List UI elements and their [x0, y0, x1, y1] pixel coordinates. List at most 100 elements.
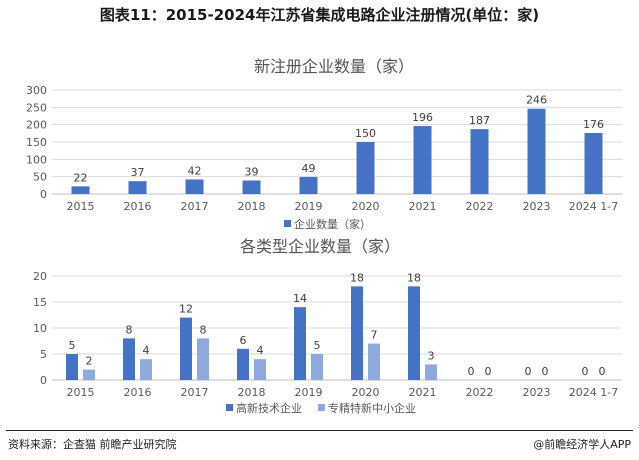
x-tick-label: 2019	[295, 200, 323, 213]
legend-swatch	[226, 404, 233, 411]
data-label: 18	[350, 271, 364, 284]
y-tick-label: 150	[26, 136, 47, 149]
legend-label: 专精特新中小企业	[328, 401, 416, 415]
bar	[470, 129, 489, 194]
bar	[584, 132, 603, 194]
data-label: 3	[428, 349, 435, 362]
x-tick-label: 2021	[409, 386, 437, 399]
data-label: 12	[179, 303, 193, 316]
data-label: 187	[469, 114, 490, 127]
bar	[425, 364, 437, 380]
data-label: 5	[314, 339, 321, 352]
bar	[123, 338, 135, 380]
x-tick-label: 2018	[238, 386, 266, 399]
y-tick-label: 10	[33, 322, 47, 335]
bar	[413, 126, 432, 194]
data-label: 39	[245, 165, 259, 178]
bar	[180, 317, 192, 380]
y-tick-label: 15	[33, 296, 47, 309]
data-label: 150	[355, 127, 376, 140]
bar	[185, 179, 204, 194]
x-tick-label: 2017	[181, 200, 209, 213]
bar	[140, 359, 152, 380]
data-label: 0	[525, 365, 532, 378]
page-title: 图表11：2015-2024年江苏省集成电路企业注册情况(单位：家)	[99, 6, 540, 24]
y-tick-label: 0	[40, 374, 47, 387]
bar	[254, 359, 266, 380]
x-tick-label: 2016	[124, 200, 152, 213]
bar	[368, 343, 380, 380]
data-label: 246	[526, 94, 547, 107]
bar	[66, 354, 78, 380]
chart-title: 各类型企业数量（家）	[240, 237, 400, 256]
data-label: 6	[240, 334, 247, 347]
x-tick-label: 2015	[67, 386, 95, 399]
data-label: 8	[200, 323, 207, 336]
data-label: 5	[69, 339, 76, 352]
x-tick-label: 2024 1-7	[569, 200, 618, 213]
legend-label: 企业数量（家）	[294, 217, 371, 231]
y-tick-label: 20	[33, 270, 47, 283]
bar	[237, 348, 249, 380]
x-tick-label: 2023	[523, 200, 551, 213]
bar	[351, 286, 363, 380]
x-tick-label: 2023	[523, 386, 551, 399]
data-label: 8	[126, 323, 133, 336]
data-label: 0	[542, 365, 549, 378]
data-label: 0	[599, 365, 606, 378]
y-tick-label: 250	[26, 101, 47, 114]
y-tick-label: 300	[26, 84, 47, 97]
x-tick-label: 2015	[67, 200, 95, 213]
x-tick-label: 2019	[295, 386, 323, 399]
y-tick-label: 5	[40, 348, 47, 361]
bar	[356, 142, 375, 194]
data-label: 18	[407, 271, 421, 284]
y-tick-label: 50	[33, 171, 47, 184]
bar	[128, 181, 147, 194]
y-tick-label: 0	[40, 188, 47, 201]
x-tick-label: 2018	[238, 200, 266, 213]
data-label: 196	[412, 111, 433, 124]
data-label: 4	[257, 344, 264, 357]
x-tick-label: 2016	[124, 386, 152, 399]
bar	[311, 354, 323, 380]
footer-divider	[6, 430, 633, 431]
x-tick-label: 2020	[352, 386, 380, 399]
data-label: 0	[582, 365, 589, 378]
x-tick-label: 2020	[352, 200, 380, 213]
bar	[527, 108, 546, 194]
data-label: 37	[131, 166, 145, 179]
legend-label: 高新技术企业	[236, 401, 302, 415]
chart-new-registrations: 新注册企业数量（家） 0 50 100 150 200 250 300 2015 22 2016 37…	[26, 57, 622, 231]
data-label: 2	[86, 355, 93, 368]
data-label: 7	[371, 329, 378, 342]
bar	[242, 180, 261, 194]
x-tick-label: 2024 1-7	[569, 386, 618, 399]
x-tick-label: 2017	[181, 386, 209, 399]
legend-swatch	[318, 404, 325, 411]
y-tick-label: 100	[26, 153, 47, 166]
source-note: 资料来源：企查猫 前瞻产业研究院	[8, 438, 177, 451]
bar	[83, 369, 95, 380]
legend-swatch	[284, 220, 291, 227]
data-label: 14	[293, 292, 307, 305]
chart-title: 新注册企业数量（家）	[254, 57, 414, 76]
bar	[197, 338, 209, 380]
bar	[299, 177, 318, 194]
credit-note: @前瞻经济学人APP	[533, 438, 631, 451]
data-label: 176	[583, 118, 604, 131]
data-label: 42	[188, 164, 202, 177]
data-label: 22	[74, 171, 88, 184]
bar	[408, 286, 420, 380]
x-tick-label: 2022	[466, 386, 494, 399]
x-tick-label: 2022	[466, 200, 494, 213]
data-label: 49	[302, 162, 316, 175]
data-label: 0	[468, 365, 475, 378]
bar	[71, 186, 90, 194]
bar	[294, 307, 306, 380]
data-label: 0	[485, 365, 492, 378]
x-tick-label: 2021	[409, 200, 437, 213]
data-label: 4	[143, 344, 150, 357]
chart-enterprise-types: 各类型企业数量（家）051015202015522016842017128201…	[33, 237, 622, 415]
y-tick-label: 200	[26, 119, 47, 132]
